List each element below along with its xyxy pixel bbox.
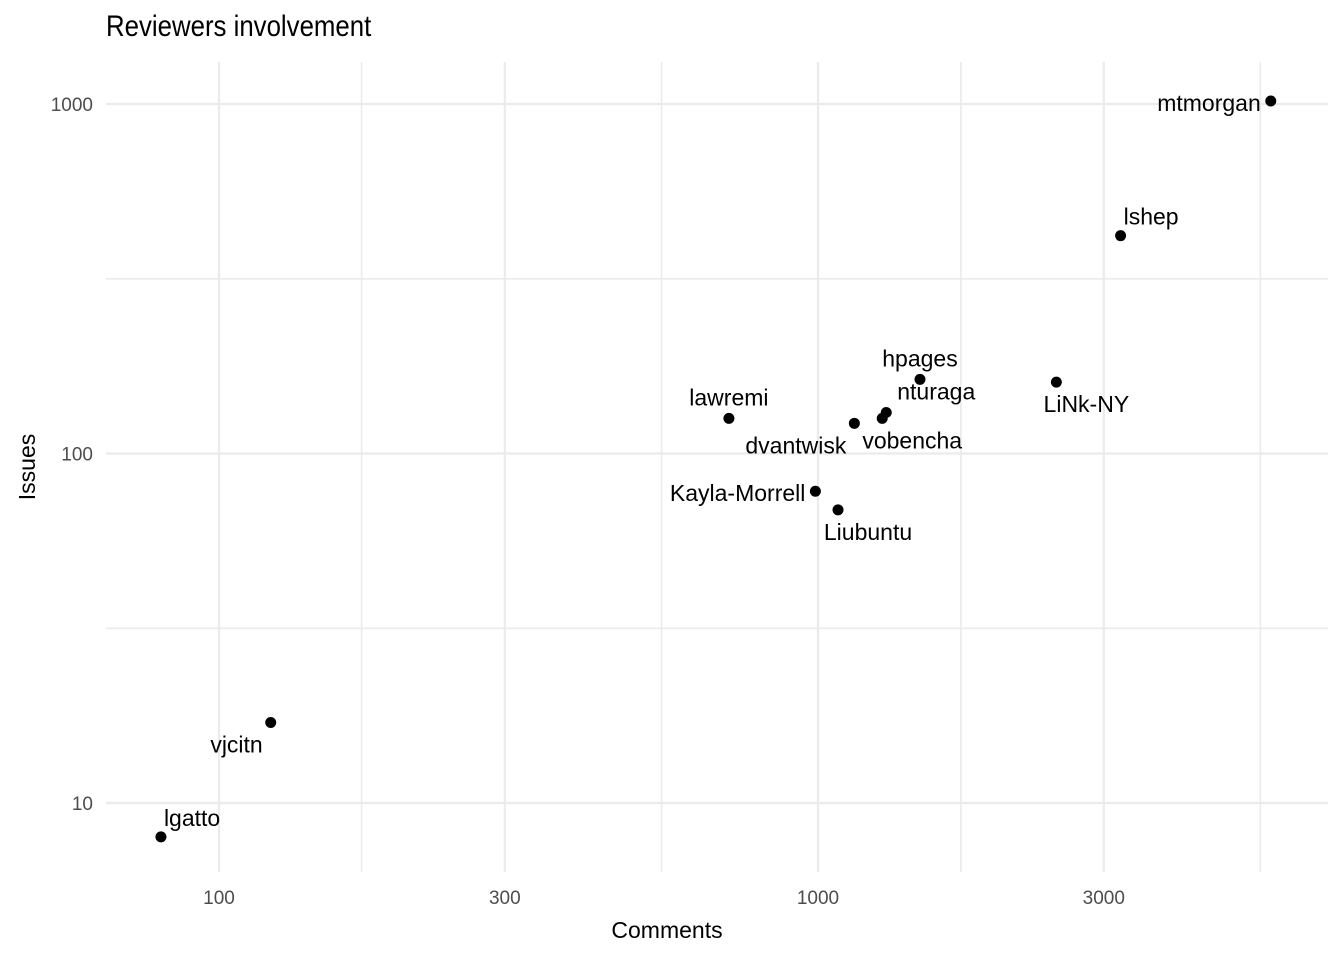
point-label-hpages: hpages: [882, 345, 957, 371]
data-point-vobencha: [876, 412, 888, 424]
data-point-Liubuntu: [832, 504, 844, 516]
x-tick-label: 1000: [797, 888, 839, 909]
point-label-Liubuntu: Liubuntu: [824, 519, 912, 545]
data-point-lshep: [1115, 230, 1127, 242]
point-label-mtmorgan: mtmorgan: [1157, 90, 1261, 116]
data-point-LiNk-NY: [1050, 376, 1062, 388]
data-point-vjcitn: [265, 716, 277, 728]
chart-title: Reviewers involvement: [106, 10, 372, 43]
point-label-lgatto: lgatto: [164, 805, 220, 831]
data-point-dvantwisk: [848, 417, 860, 429]
y-tick-label: 10: [72, 794, 93, 815]
y-tick-label: 1000: [51, 95, 93, 116]
x-tick-label: 300: [489, 888, 521, 909]
point-label-vobencha: vobencha: [862, 427, 962, 453]
grid-layer: [106, 62, 1328, 872]
point-label-nturaga: nturaga: [897, 379, 975, 405]
data-point-lgatto: [155, 831, 167, 843]
data-points: [155, 95, 1277, 843]
data-point-lawremi: [723, 412, 735, 424]
y-axis-title: Issues: [14, 434, 40, 500]
point-label-dvantwisk: dvantwisk: [745, 432, 846, 458]
data-point-Kayla-Morrell: [809, 485, 821, 497]
tick-labels: 100 300 1000 3000 10 100 1000: [51, 95, 1125, 909]
x-tick-label: 100: [203, 888, 235, 909]
point-label-lawremi: lawremi: [689, 384, 768, 410]
point-labels: mtmorgan lshep hpages LiNk-NY nturaga vobench…: [164, 90, 1261, 831]
data-point-mtmorgan: [1265, 95, 1277, 107]
data-point-hpages: [914, 373, 926, 385]
x-tick-label: 3000: [1083, 888, 1125, 909]
point-label-lshep: lshep: [1124, 204, 1179, 230]
y-tick-label: 100: [61, 445, 93, 466]
point-label-vjcitn: vjcitn: [210, 731, 262, 757]
x-axis-title: Comments: [611, 917, 722, 943]
point-label-Kayla-Morrell: Kayla-Morrell: [670, 480, 805, 506]
point-label-LiNk-NY: LiNk-NY: [1044, 391, 1130, 417]
